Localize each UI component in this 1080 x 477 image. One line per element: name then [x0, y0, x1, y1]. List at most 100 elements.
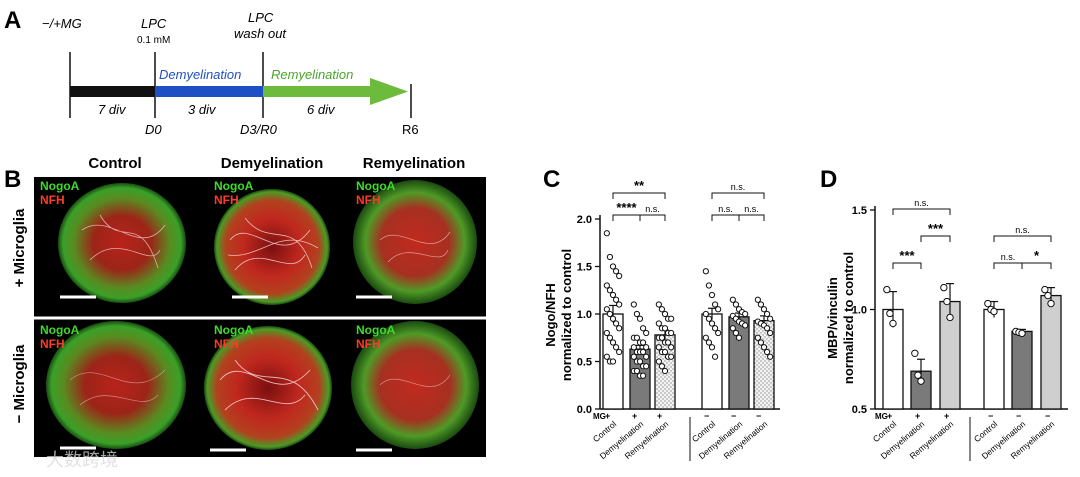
data-point	[729, 296, 736, 303]
y-tick-label: 0.0	[577, 404, 592, 416]
data-point	[1044, 291, 1052, 300]
data-point	[767, 353, 774, 360]
bar	[1011, 330, 1033, 410]
svg-text:NogoA: NogoA	[40, 179, 80, 193]
data-point	[754, 296, 761, 303]
black-bar	[70, 86, 155, 97]
remyelination-label: Remyelination	[271, 67, 353, 82]
data-point	[606, 310, 614, 318]
data-point	[633, 367, 641, 375]
watermark: 大数跨境	[46, 450, 118, 470]
micrograph-minus-demyelination: NogoA NFH	[204, 323, 332, 452]
mg-sign: +	[915, 411, 920, 421]
data-point	[735, 334, 743, 341]
data-point	[616, 325, 623, 332]
data-point	[742, 310, 749, 318]
significance-bracket	[612, 192, 666, 199]
data-point	[767, 329, 774, 337]
demyelination-bar	[155, 86, 263, 97]
data-point	[643, 363, 650, 370]
panel-b-label: B	[4, 166, 21, 193]
chart-c: C Nogo/NFH normalized to control 0.0 0.5 1…	[543, 166, 780, 461]
data-point	[661, 348, 669, 356]
data-point	[612, 320, 620, 327]
chart-d: D MBP/vinculin normalized to control 0.5…	[820, 166, 1068, 461]
data-point	[1041, 285, 1049, 294]
svg-text:NFH: NFH	[356, 337, 381, 351]
data-point	[661, 310, 669, 318]
data-point	[661, 325, 669, 332]
mg-sign: −	[1016, 411, 1021, 421]
data-point	[917, 377, 925, 385]
lpc-label: LPC	[141, 16, 167, 31]
svg-text:NogoA: NogoA	[356, 179, 396, 193]
data-point	[715, 329, 722, 337]
data-point	[639, 339, 647, 346]
d3r0-label: D3/R0	[240, 122, 278, 137]
data-point	[705, 282, 713, 289]
data-point	[658, 363, 666, 370]
data-point	[606, 287, 614, 294]
chart-d-ylabel-line2: normalized to control	[841, 252, 856, 384]
div-7-label: 7 div	[98, 102, 127, 117]
demyelination-label: Demyelination	[159, 67, 241, 82]
svg-text:NFH: NFH	[356, 193, 381, 207]
data-point	[708, 320, 716, 327]
d0-label: D0	[145, 122, 162, 137]
svg-text:NogoA: NogoA	[356, 323, 396, 337]
data-point	[603, 329, 610, 337]
bar	[983, 308, 1005, 410]
data-point	[889, 319, 897, 328]
data-point	[643, 344, 650, 351]
data-point	[636, 358, 644, 365]
data-point	[708, 344, 716, 351]
data-point	[616, 272, 623, 280]
data-point	[609, 263, 617, 270]
significance-label: n.s.	[1015, 225, 1030, 235]
data-point	[639, 348, 647, 356]
remyelination-bar	[263, 86, 371, 97]
significance-label: *	[1034, 248, 1040, 263]
svg-text:NogoA: NogoA	[214, 179, 254, 193]
data-point	[636, 315, 644, 322]
data-point	[1047, 299, 1055, 308]
col-header-demyelination: Demyelination	[221, 155, 324, 172]
data-point	[883, 285, 891, 294]
data-point	[603, 230, 610, 237]
data-point	[943, 297, 951, 306]
data-point	[757, 301, 765, 308]
data-point	[705, 315, 713, 322]
mg-sign: +	[944, 411, 949, 421]
data-point	[658, 306, 666, 313]
significance-label: n.s.	[718, 204, 733, 214]
data-point	[760, 306, 768, 313]
significance-bracket	[612, 214, 641, 221]
data-point	[639, 325, 647, 332]
micrograph-plus-control: NogoA NFH	[40, 179, 186, 303]
data-point	[729, 325, 736, 332]
data-point	[661, 367, 669, 375]
data-point	[655, 358, 662, 365]
data-point	[616, 348, 623, 356]
significance-label: ***	[899, 248, 915, 263]
category-label: Remyelination	[623, 419, 671, 461]
data-point	[609, 291, 617, 299]
data-point	[990, 307, 998, 316]
data-point	[702, 334, 709, 341]
data-point	[911, 349, 919, 357]
significance-bracket	[892, 262, 922, 269]
data-point	[946, 313, 954, 322]
arrow-head-icon	[370, 78, 408, 105]
y-tick-label: 0.5	[577, 357, 592, 369]
significance-label: ****	[616, 200, 637, 215]
data-point	[633, 310, 641, 318]
y-tick-label: 1.5	[577, 262, 592, 274]
data-point	[757, 339, 765, 346]
data-point	[612, 268, 620, 275]
mg-label: −/+MG	[42, 16, 82, 31]
mg-sign: −	[731, 411, 736, 421]
svg-text:NogoA: NogoA	[40, 323, 80, 337]
mg-sign: −	[704, 411, 709, 421]
data-point	[711, 325, 719, 332]
